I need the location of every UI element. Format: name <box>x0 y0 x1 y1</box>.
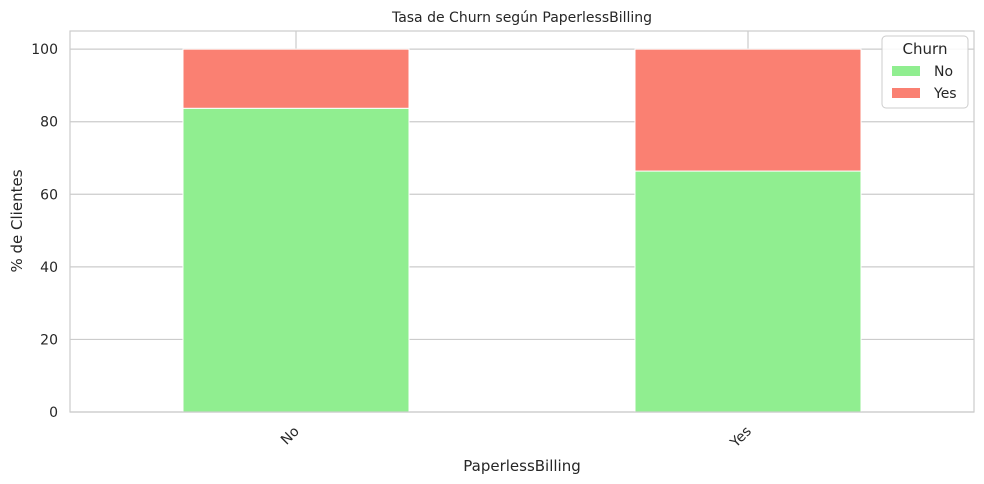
y-tick-label: 20 <box>40 332 58 348</box>
y-tick-label: 40 <box>40 260 58 276</box>
bars <box>182 48 862 413</box>
legend: Churn No Yes <box>881 35 969 109</box>
plot-frame <box>69 30 975 413</box>
y-axis-label: % de Clientes <box>8 169 26 272</box>
legend-title: Churn <box>903 40 948 58</box>
legend-label-yes: Yes <box>933 86 957 102</box>
y-tick-label: 80 <box>40 115 58 131</box>
chart-title: Tasa de Churn según PaperlessBilling <box>391 10 652 26</box>
y-tick-label: 100 <box>31 42 58 58</box>
legend-swatch-no <box>892 66 920 76</box>
y-tick-label: 0 <box>49 405 58 421</box>
bar-yes-churn-no <box>634 170 862 413</box>
y-tick-labels: 0 20 40 60 80 100 <box>31 42 58 421</box>
legend-label-no: No <box>934 64 953 80</box>
bar-yes-churn-yes <box>634 48 862 172</box>
legend-swatch-yes <box>892 88 920 98</box>
y-tick-label: 60 <box>40 187 58 203</box>
bar-no-churn-no <box>182 107 410 413</box>
x-axis-label: PaperlessBilling <box>463 457 581 475</box>
bar-no-churn-yes <box>182 48 410 109</box>
